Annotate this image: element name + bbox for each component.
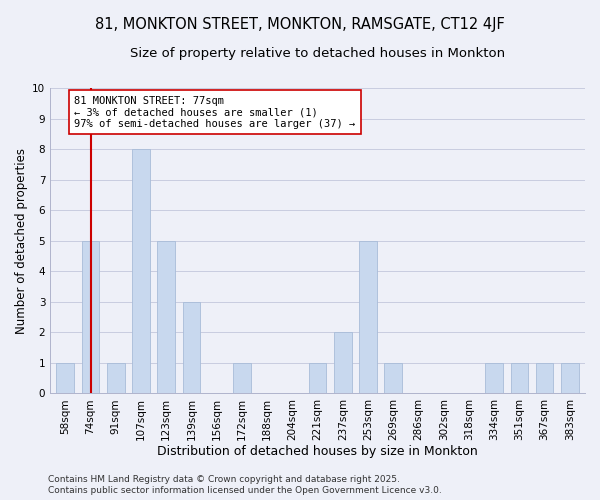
Bar (485, 363, 503, 394)
Bar (233, 363, 251, 394)
Bar (334, 332, 352, 394)
Bar (107, 363, 125, 394)
Bar (511, 363, 528, 394)
Title: Size of property relative to detached houses in Monkton: Size of property relative to detached ho… (130, 48, 505, 60)
Text: Contains HM Land Registry data © Crown copyright and database right 2025.: Contains HM Land Registry data © Crown c… (48, 475, 400, 484)
X-axis label: Distribution of detached houses by size in Monkton: Distribution of detached houses by size … (157, 444, 478, 458)
Bar (359, 240, 377, 394)
Bar (561, 363, 578, 394)
Text: Contains public sector information licensed under the Open Government Licence v3: Contains public sector information licen… (48, 486, 442, 495)
Bar (182, 302, 200, 394)
Bar (132, 149, 150, 394)
Bar (157, 240, 175, 394)
Y-axis label: Number of detached properties: Number of detached properties (15, 148, 28, 334)
Bar (309, 363, 326, 394)
Bar (385, 363, 402, 394)
Text: 81, MONKTON STREET, MONKTON, RAMSGATE, CT12 4JF: 81, MONKTON STREET, MONKTON, RAMSGATE, C… (95, 18, 505, 32)
Bar (56, 363, 74, 394)
Bar (82, 240, 100, 394)
Bar (536, 363, 553, 394)
Text: 81 MONKTON STREET: 77sqm
← 3% of detached houses are smaller (1)
97% of semi-det: 81 MONKTON STREET: 77sqm ← 3% of detache… (74, 96, 355, 129)
